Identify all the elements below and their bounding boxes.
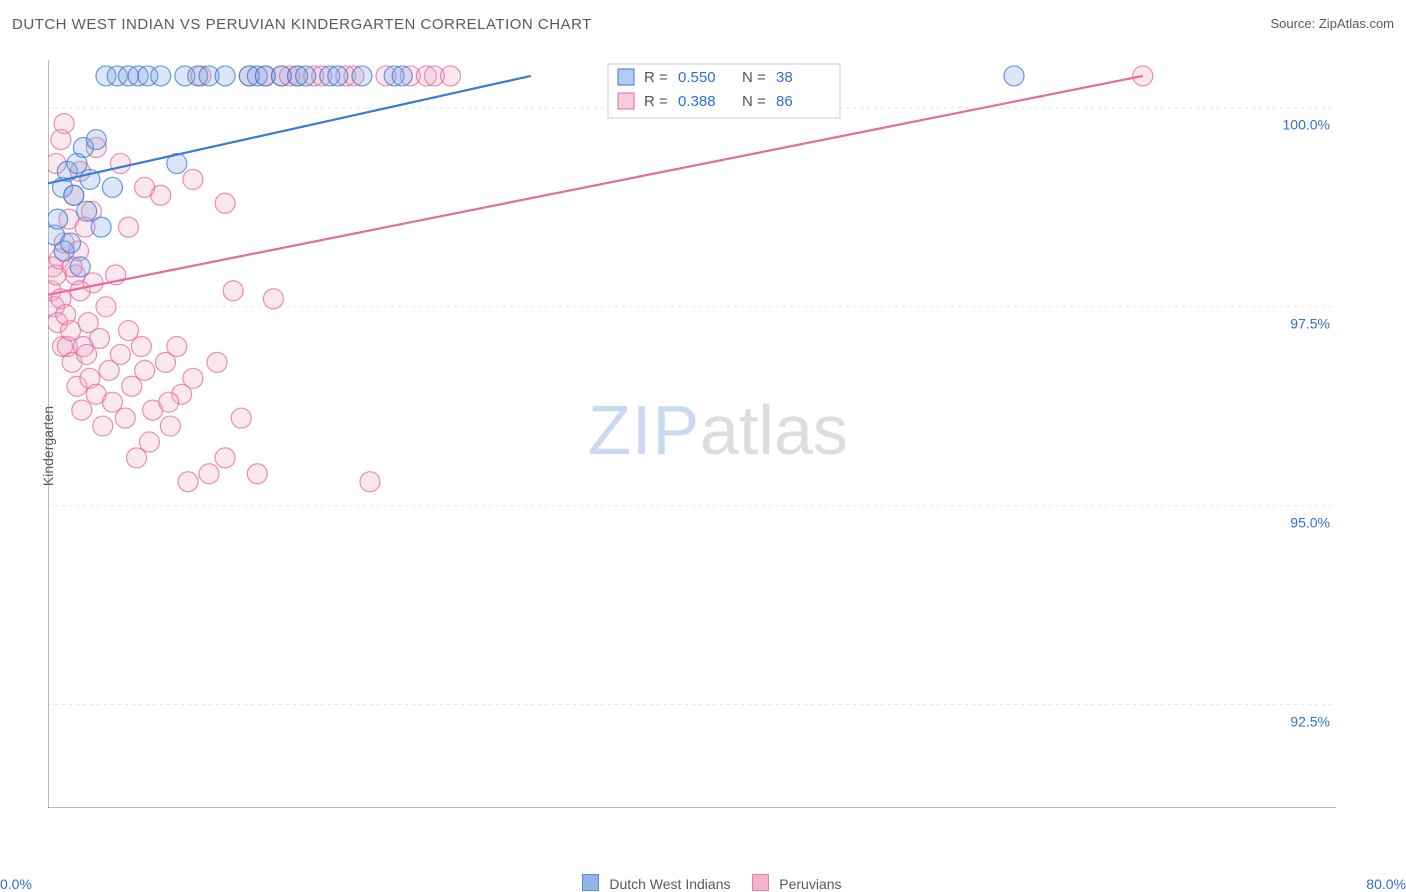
legend: 0.0% Dutch West Indians Peruvians 80.0% (0, 874, 1406, 892)
x-max-label: 80.0% (1366, 876, 1406, 892)
svg-text:95.0%: 95.0% (1290, 515, 1330, 531)
source-label: Source: ZipAtlas.com (1270, 16, 1394, 31)
svg-text:R =: R = (644, 69, 668, 86)
legend-label-1: Peruvians (779, 876, 841, 892)
svg-text:97.5%: 97.5% (1290, 316, 1330, 332)
svg-text:86: 86 (776, 93, 793, 110)
svg-text:100.0%: 100.0% (1283, 117, 1330, 133)
chart-area: 92.5% 95.0% 97.5% 100.0% R = 0.550 N = 38 R = 0.3… (48, 60, 1388, 830)
svg-text:92.5%: 92.5% (1290, 714, 1330, 730)
svg-text:0.550: 0.550 (678, 69, 716, 86)
chart-title: DUTCH WEST INDIAN VS PERUVIAN KINDERGART… (12, 16, 592, 33)
legend-swatch-1 (752, 874, 769, 891)
svg-text:N =: N = (742, 93, 766, 110)
scatter-plot: 92.5% 95.0% 97.5% 100.0% R = 0.550 N = 38 R = 0.3… (48, 60, 1336, 808)
legend-swatch-0 (582, 874, 599, 891)
svg-text:38: 38 (776, 69, 793, 86)
legend-label-0: Dutch West Indians (609, 876, 730, 892)
svg-text:0.388: 0.388 (678, 93, 716, 110)
x-min-label: 0.0% (0, 876, 32, 892)
svg-text:N =: N = (742, 69, 766, 86)
svg-text:R =: R = (644, 93, 668, 110)
